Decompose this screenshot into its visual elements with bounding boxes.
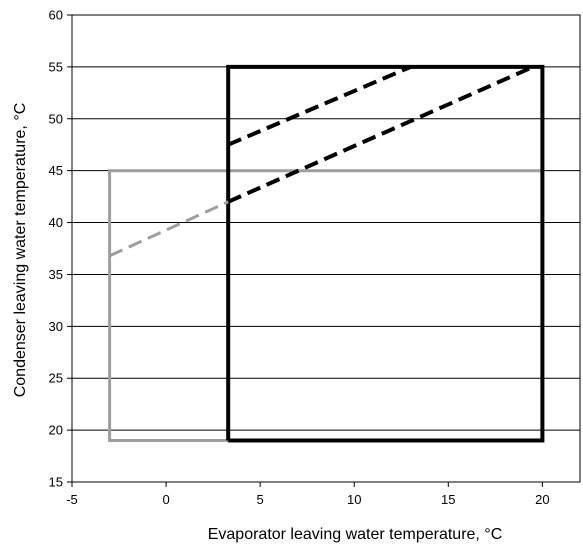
- y-tick-label: 35: [49, 267, 63, 282]
- y-tick-label: 50: [49, 111, 63, 126]
- y-tick-label: 45: [49, 163, 63, 178]
- series-line-1-solid: [108, 169, 543, 442]
- y-tick-label: 60: [49, 8, 63, 23]
- y-tick-label: 40: [49, 215, 63, 230]
- y-tick-label: 30: [49, 319, 63, 334]
- x-tick-label: -5: [66, 492, 78, 507]
- y-axis-title: Condenser leaving water temperature, °C: [12, 103, 29, 398]
- x-tick-labels: -5 0 5 10 15 20: [66, 482, 550, 507]
- x-tick-label: 5: [257, 492, 264, 507]
- y-tick-label: 15: [49, 475, 63, 490]
- gridlines: [67, 14, 580, 483]
- series-line-3-dashed: [227, 65, 412, 147]
- x-tick-label: 0: [162, 492, 169, 507]
- x-tick-label: 15: [441, 492, 455, 507]
- plot-frame: [71, 14, 581, 483]
- x-tick-label: 10: [347, 492, 361, 507]
- y-tick-labels: 15 20 25 30 35 40 45 50 55 60: [49, 8, 63, 490]
- series-line-4-dashed: [227, 65, 534, 204]
- x-axis-title: Evaporator leaving water temperature, °C: [208, 526, 503, 543]
- y-tick-label: 55: [49, 59, 63, 74]
- x-tick-label: 20: [535, 492, 549, 507]
- series-line-5-dashed: [108, 200, 229, 258]
- y-tick-label: 20: [49, 423, 63, 438]
- series-group: [108, 64, 545, 443]
- series-line-2-solid: [226, 64, 545, 443]
- y-tick-label: 25: [49, 371, 63, 386]
